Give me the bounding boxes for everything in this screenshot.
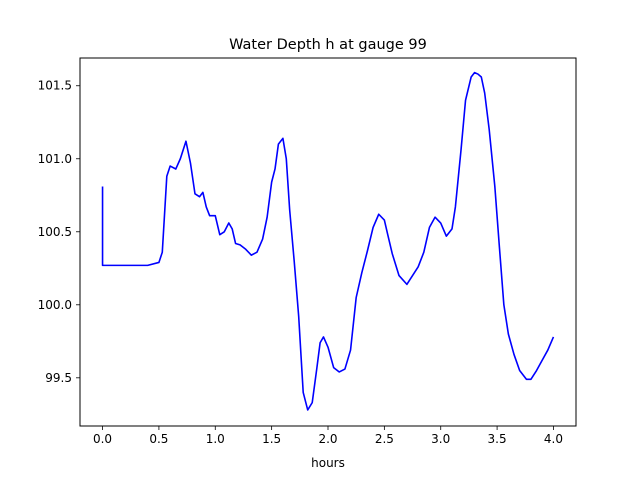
x-tick-label: 3.5: [488, 432, 507, 446]
y-axis: 99.5 100.0 100.5 101.0 101.5: [38, 79, 80, 385]
x-tick-label: 2.5: [375, 432, 394, 446]
x-axis-label: hours: [311, 456, 345, 470]
chart-title: Water Depth h at gauge 99: [229, 37, 427, 53]
series-line: [101, 71, 555, 411]
y-tick-label: 100.0: [38, 298, 72, 312]
x-tick-label: 1.5: [262, 432, 281, 446]
x-tick-label: 3.0: [431, 432, 450, 446]
y-tick-label: 101.5: [38, 79, 72, 93]
x-tick-label: 2.0: [318, 432, 337, 446]
y-tick-label: 100.5: [38, 225, 72, 239]
y-tick-label: 101.0: [38, 152, 72, 166]
x-axis: 0.0 0.5 1.0 1.5 2.0 2.5 3.0 3.5 4.0: [93, 426, 563, 446]
x-tick-label: 4.0: [544, 432, 563, 446]
x-tick-label: 0.5: [149, 432, 168, 446]
x-tick-label: 0.0: [93, 432, 112, 446]
x-tick-label: 1.0: [206, 432, 225, 446]
y-tick-label: 99.5: [45, 371, 72, 385]
